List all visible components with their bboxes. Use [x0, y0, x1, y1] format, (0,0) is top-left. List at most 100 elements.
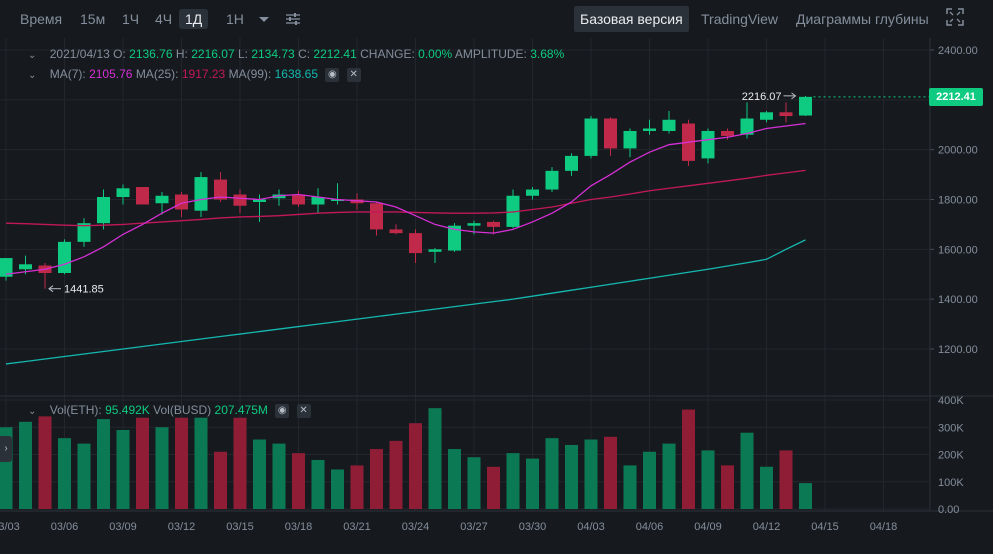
candle-body — [136, 187, 149, 205]
volume-bar — [545, 438, 559, 509]
volume-bar — [487, 466, 500, 509]
low-label: L: — [237, 47, 248, 61]
close-icon[interactable]: ✕ — [346, 67, 361, 82]
candle-body — [799, 96, 812, 116]
chevron-down-icon[interactable]: ⌄ — [28, 70, 37, 81]
basic-version-tab[interactable]: Базовая версия — [574, 6, 689, 32]
close-label: C: — [298, 47, 311, 61]
price-tick-label: 2400.00 — [938, 45, 978, 57]
interval-tab[interactable]: 1Н — [226, 11, 244, 27]
close-value: 2212.41 — [313, 47, 357, 61]
volume-bar — [292, 453, 305, 509]
high-marker-label: 2216.07 — [742, 91, 782, 103]
interval-tab[interactable]: 15м — [80, 11, 106, 27]
candle-body — [77, 223, 91, 242]
candle-body — [311, 197, 325, 205]
chart-area[interactable]: 03/03 03/06 03/09 03/12 03/15 03/18 03/21 03/24… — [0, 38, 993, 549]
volume-bar — [253, 439, 266, 509]
price-tick-label: 1800.00 — [938, 195, 978, 207]
ma7-value: 2105.76 — [89, 67, 133, 81]
vol-busd-value: 207.475M — [214, 403, 268, 417]
chevron-down-icon[interactable]: ⌄ — [28, 50, 37, 61]
eye-icon[interactable]: ◉ — [275, 403, 290, 418]
candle-body — [526, 189, 539, 196]
candle-body — [487, 221, 500, 227]
date-tick-label: 03/12 — [168, 521, 196, 533]
volume-bar — [116, 429, 130, 509]
date-tick-label: 04/09 — [694, 521, 722, 533]
candle-body — [214, 179, 227, 200]
candle-body — [604, 118, 617, 149]
date-tick-label: 03/27 — [460, 521, 488, 533]
chevron-down-icon — [259, 17, 269, 22]
candle-body — [701, 130, 715, 159]
volume-bar — [584, 439, 598, 509]
price-tick-label: 1600.00 — [938, 244, 978, 256]
candle-body — [0, 258, 13, 277]
volume-bar — [311, 459, 325, 509]
candle-body — [721, 130, 734, 136]
candle-body — [428, 249, 442, 252]
date-tick-label: 03/30 — [519, 521, 547, 533]
volume-bar — [760, 466, 773, 509]
fullscreen-button[interactable] — [946, 8, 964, 34]
volume-bar — [506, 453, 520, 509]
interval-tab[interactable]: 1Д — [179, 9, 209, 29]
volume-tick-label: 100K — [938, 477, 964, 489]
volume-bar — [389, 440, 403, 509]
depth-chart-tab[interactable]: Диаграммы глубины — [796, 11, 929, 27]
interval-tab[interactable]: 4Ч — [155, 11, 173, 27]
high-marker-arrow — [791, 92, 797, 100]
candle-body — [448, 225, 461, 251]
ma25-label: MA(25): — [135, 67, 179, 81]
volume-bar — [526, 458, 539, 509]
high-value: 2216.07 — [191, 47, 235, 61]
high-label: H: — [175, 47, 188, 61]
date-tick-label: 03/24 — [402, 521, 430, 533]
interval-tab[interactable]: Время — [20, 11, 63, 27]
close-icon[interactable]: ✕ — [296, 403, 311, 418]
chevron-down-icon[interactable]: ⌄ — [28, 406, 37, 417]
indicator-settings-button[interactable] — [285, 9, 301, 34]
volume-bar — [740, 432, 754, 509]
candlestick-chart[interactable]: 03/03 03/06 03/09 03/12 03/15 03/18 03/21 03/24… — [0, 38, 993, 549]
interval-tab[interactable]: 1Ч — [122, 11, 140, 27]
volume-bar — [604, 436, 617, 509]
eye-icon[interactable]: ◉ — [325, 67, 340, 82]
open-value: 2136.76 — [129, 47, 173, 61]
current-price-tag: 2212.41 — [929, 87, 983, 106]
candle-body — [19, 264, 32, 270]
candle-body — [760, 112, 773, 120]
date-tick-label: 04/06 — [636, 521, 664, 533]
volume-bar — [799, 483, 812, 509]
volume-tick-label: 200K — [938, 450, 964, 462]
volume-bar — [136, 417, 149, 509]
candle-body — [779, 112, 793, 117]
volume-bar — [97, 419, 110, 509]
volume-info: ⌄ Vol(ETH): 95.492K Vol(BUSD) 207.475M ◉… — [28, 402, 311, 420]
date-tick-label: 04/12 — [753, 521, 781, 533]
candle-body — [331, 199, 344, 201]
candle-body — [97, 197, 110, 224]
volume-bar — [643, 451, 656, 509]
change-value: 0.00% — [418, 47, 453, 61]
candle-body — [584, 118, 598, 156]
change-label: CHANGE: — [360, 47, 415, 61]
expand-panel-button[interactable]: › — [0, 436, 12, 462]
vol-eth-label: Vol(ETH): — [49, 403, 102, 417]
candle-body — [292, 194, 305, 205]
volume-bar — [721, 465, 734, 509]
date-tick-label: 04/18 — [870, 521, 898, 533]
volume-bar — [701, 450, 715, 509]
candle-body — [194, 177, 208, 211]
volume-bar — [682, 409, 695, 509]
amplitude-label: AMPLITUDE: — [454, 47, 527, 61]
more-intervals-dropdown[interactable] — [258, 9, 270, 34]
volume-bar — [370, 449, 383, 509]
volume-bar — [19, 421, 32, 509]
date-tick-label: 04/03 — [577, 521, 605, 533]
candle-body — [175, 194, 188, 210]
candle-body — [643, 128, 656, 131]
tradingview-tab[interactable]: TradingView — [701, 11, 779, 27]
volume-tick-label: 0.00 — [938, 504, 959, 516]
